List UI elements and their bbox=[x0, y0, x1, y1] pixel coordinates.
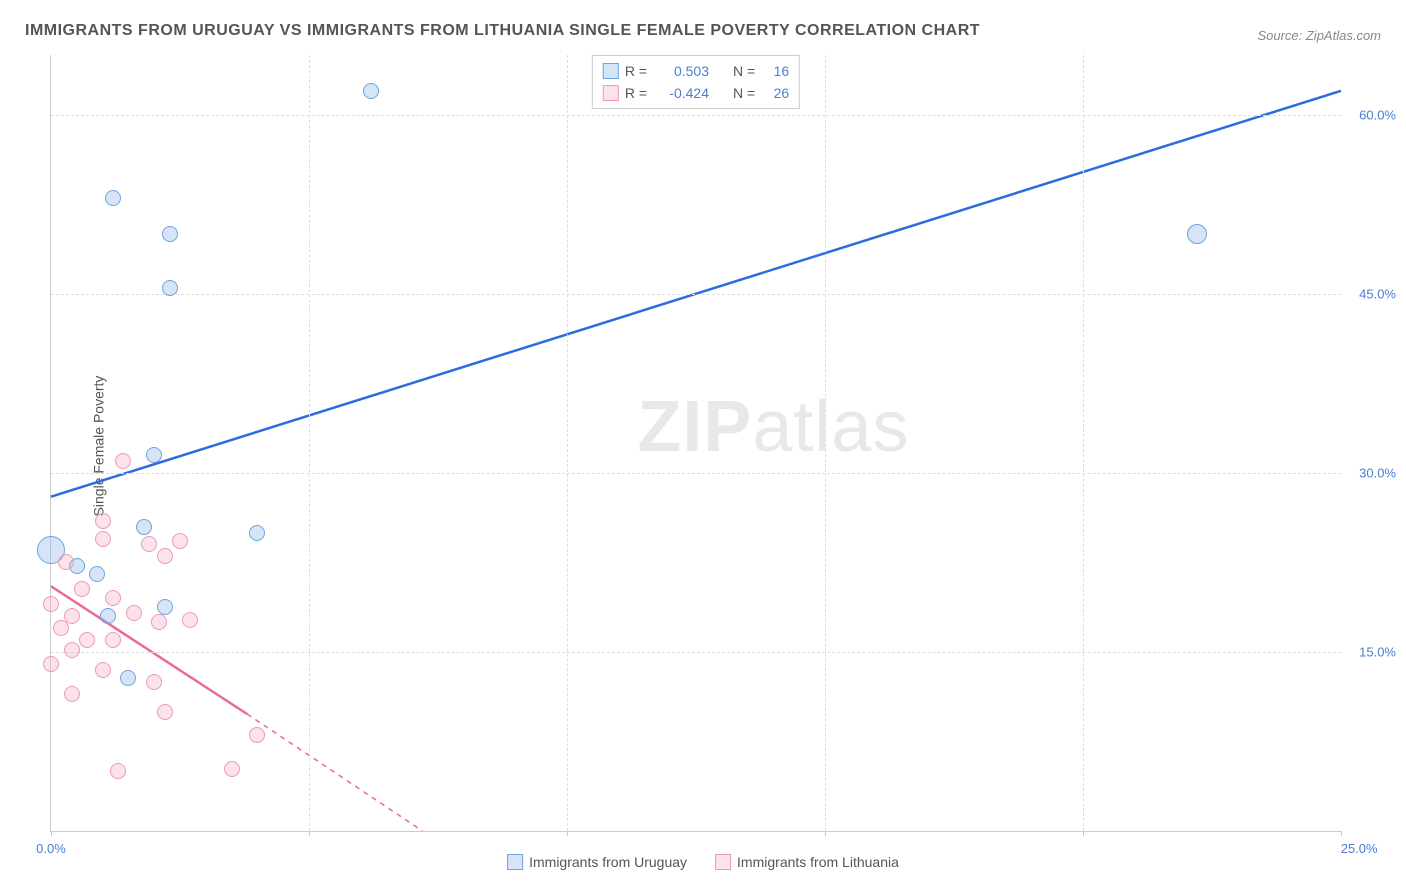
data-point bbox=[115, 453, 131, 469]
n-value-uruguay: 16 bbox=[761, 60, 789, 82]
data-point bbox=[146, 447, 162, 463]
y-tick-label: 45.0% bbox=[1359, 286, 1396, 301]
correlation-legend: R = 0.503 N = 16 R = -0.424 N = 26 bbox=[592, 55, 800, 109]
data-point bbox=[53, 620, 69, 636]
data-point bbox=[95, 662, 111, 678]
x-tick-label: 0.0% bbox=[36, 841, 66, 856]
swatch-uruguay bbox=[603, 63, 619, 79]
x-tick-mark bbox=[825, 831, 826, 836]
series-legend: Immigrants from Uruguay Immigrants from … bbox=[507, 854, 899, 870]
swatch-lithuania bbox=[603, 85, 619, 101]
swatch-uruguay-icon bbox=[507, 854, 523, 870]
r-label: R = bbox=[625, 82, 647, 104]
data-point bbox=[64, 686, 80, 702]
chart-title: IMMIGRANTS FROM URUGUAY VS IMMIGRANTS FR… bbox=[25, 22, 980, 40]
data-point bbox=[157, 704, 173, 720]
x-tick-mark bbox=[309, 831, 310, 836]
data-point bbox=[146, 674, 162, 690]
legend-row-uruguay: R = 0.503 N = 16 bbox=[603, 60, 789, 82]
source-attribution: Source: ZipAtlas.com bbox=[1257, 28, 1381, 43]
data-point bbox=[105, 632, 121, 648]
data-point bbox=[162, 226, 178, 242]
data-point bbox=[157, 599, 173, 615]
swatch-lithuania-icon bbox=[715, 854, 731, 870]
r-value-lithuania: -0.424 bbox=[653, 82, 709, 104]
gridline-vertical bbox=[567, 55, 568, 831]
data-point bbox=[182, 612, 198, 628]
r-label: R = bbox=[625, 60, 647, 82]
data-point bbox=[95, 531, 111, 547]
gridline-horizontal bbox=[51, 652, 1341, 653]
x-tick-mark bbox=[567, 831, 568, 836]
data-point bbox=[105, 190, 121, 206]
y-tick-label: 15.0% bbox=[1359, 644, 1396, 659]
data-point bbox=[95, 513, 111, 529]
n-label: N = bbox=[733, 60, 755, 82]
x-tick-mark bbox=[1083, 831, 1084, 836]
y-tick-label: 60.0% bbox=[1359, 107, 1396, 122]
data-point bbox=[151, 614, 167, 630]
watermark-bold: ZIP bbox=[637, 387, 752, 467]
data-point bbox=[363, 83, 379, 99]
gridline-horizontal bbox=[51, 473, 1341, 474]
x-tick-label: 25.0% bbox=[1341, 841, 1378, 856]
data-point bbox=[120, 670, 136, 686]
legend-row-lithuania: R = -0.424 N = 26 bbox=[603, 82, 789, 104]
trend-line-extrapolated bbox=[247, 714, 422, 831]
data-point bbox=[224, 761, 240, 777]
data-point bbox=[100, 608, 116, 624]
gridline-vertical bbox=[309, 55, 310, 831]
data-point bbox=[172, 533, 188, 549]
trend-lines-svg bbox=[51, 55, 1341, 831]
data-point bbox=[43, 656, 59, 672]
data-point bbox=[58, 554, 74, 570]
data-point bbox=[126, 605, 142, 621]
legend-item-lithuania: Immigrants from Lithuania bbox=[715, 854, 899, 870]
legend-label-lithuania: Immigrants from Lithuania bbox=[737, 854, 899, 870]
data-point bbox=[64, 642, 80, 658]
data-point bbox=[105, 590, 121, 606]
r-value-uruguay: 0.503 bbox=[653, 60, 709, 82]
data-point bbox=[1187, 224, 1207, 244]
gridline-horizontal bbox=[51, 294, 1341, 295]
data-point bbox=[157, 548, 173, 564]
data-point bbox=[249, 525, 265, 541]
gridline-horizontal bbox=[51, 115, 1341, 116]
data-point bbox=[141, 536, 157, 552]
data-point bbox=[89, 566, 105, 582]
gridline-vertical bbox=[1083, 55, 1084, 831]
gridline-vertical bbox=[825, 55, 826, 831]
data-point bbox=[249, 727, 265, 743]
data-point bbox=[43, 596, 59, 612]
n-label: N = bbox=[733, 82, 755, 104]
data-point bbox=[110, 763, 126, 779]
legend-label-uruguay: Immigrants from Uruguay bbox=[529, 854, 687, 870]
trend-line bbox=[51, 586, 247, 714]
watermark-light: atlas bbox=[752, 387, 909, 467]
scatter-plot-area: ZIPatlas R = 0.503 N = 16 R = -0.424 N =… bbox=[50, 55, 1341, 832]
legend-item-uruguay: Immigrants from Uruguay bbox=[507, 854, 687, 870]
data-point bbox=[79, 632, 95, 648]
data-point bbox=[136, 519, 152, 535]
watermark-logo: ZIPatlas bbox=[637, 386, 909, 468]
n-value-lithuania: 26 bbox=[761, 82, 789, 104]
data-point bbox=[162, 280, 178, 296]
y-tick-label: 30.0% bbox=[1359, 465, 1396, 480]
x-tick-mark bbox=[1341, 831, 1342, 836]
data-point bbox=[74, 581, 90, 597]
x-tick-mark bbox=[51, 831, 52, 836]
